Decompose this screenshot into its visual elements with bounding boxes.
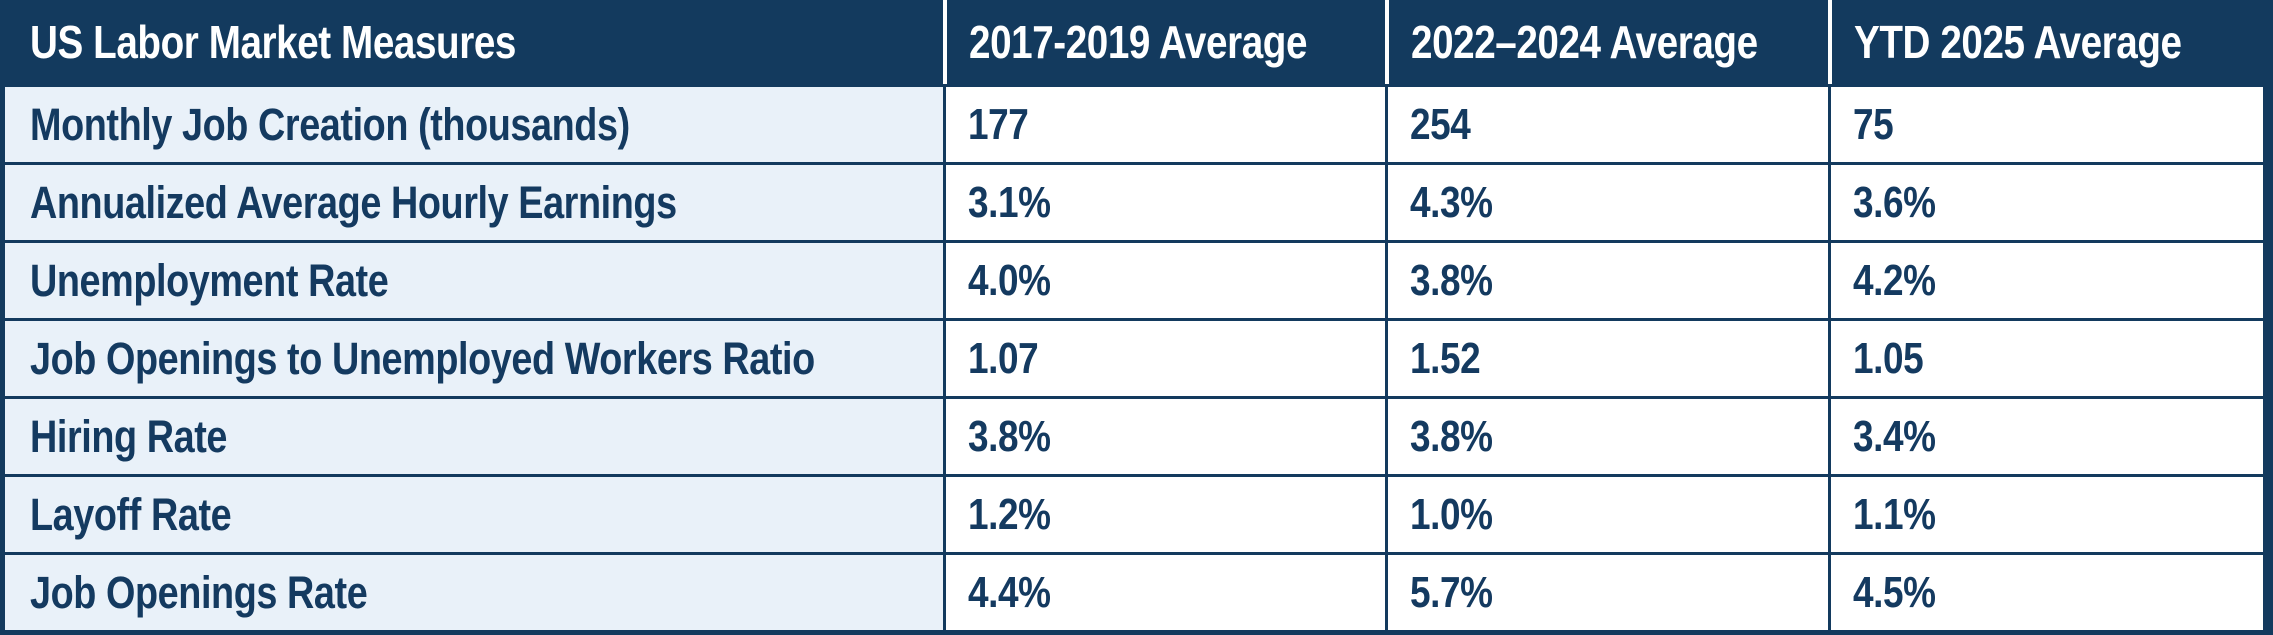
cell-value: 1.2% <box>968 489 1051 539</box>
table-row-layoff-rate: Layoff Rate 1.2% 1.0% 1.1% <box>5 474 2263 552</box>
cell-value: 5.7% <box>1410 567 1493 617</box>
cell-value: 254 <box>1410 99 1471 149</box>
cell-value: 1.07 <box>968 333 1039 383</box>
header-cell-2022-2024: 2022–2024 Average <box>1385 0 1828 84</box>
table-row-job-openings-rate: Job Openings Rate 4.4% 5.7% 4.5% <box>5 552 2263 630</box>
cell-value: 4.2% <box>1853 255 1936 305</box>
cell-value: 1.0% <box>1410 489 1493 539</box>
cell-value: 1.52 <box>1410 333 1481 383</box>
cell-value: 3.8% <box>1410 411 1493 461</box>
cell-value: 3.6% <box>1853 177 1936 227</box>
row-label-cell: Unemployment Rate <box>5 240 943 318</box>
value-cell: 4.0% <box>943 240 1385 318</box>
header-cell-ytd-2025: YTD 2025 Average <box>1828 0 2263 84</box>
cell-value: 4.4% <box>968 567 1051 617</box>
value-cell: 4.3% <box>1385 162 1828 240</box>
row-label-cell: Layoff Rate <box>5 474 943 552</box>
value-cell: 3.6% <box>1828 162 2263 240</box>
value-cell: 1.2% <box>943 474 1385 552</box>
cell-value: 177 <box>968 99 1029 149</box>
value-cell: 1.07 <box>943 318 1385 396</box>
cell-value: 4.5% <box>1853 567 1936 617</box>
value-cell: 4.2% <box>1828 240 2263 318</box>
value-cell: 3.8% <box>1385 240 1828 318</box>
value-cell: 1.0% <box>1385 474 1828 552</box>
value-cell: 3.8% <box>943 396 1385 474</box>
column-header-label: 2017-2019 Average <box>969 16 1308 68</box>
value-cell: 75 <box>1828 84 2263 162</box>
table-row-monthly-job-creation: Monthly Job Creation (thousands) 177 254… <box>5 84 2263 162</box>
cell-value: 75 <box>1853 99 1894 149</box>
value-cell: 1.05 <box>1828 318 2263 396</box>
column-header-label: 2022–2024 Average <box>1411 16 1758 68</box>
value-cell: 1.52 <box>1385 318 1828 396</box>
table-title: US Labor Market Measures <box>30 16 516 68</box>
row-label-cell: Job Openings Rate <box>5 552 943 630</box>
table-header-row: US Labor Market Measures 2017-2019 Avera… <box>5 0 2263 84</box>
value-cell: 3.8% <box>1385 396 1828 474</box>
cell-value: 3.8% <box>968 411 1051 461</box>
value-cell: 254 <box>1385 84 1828 162</box>
value-cell: 5.7% <box>1385 552 1828 630</box>
value-cell: 4.5% <box>1828 552 2263 630</box>
value-cell: 3.1% <box>943 162 1385 240</box>
table-row-hiring-rate: Hiring Rate 3.8% 3.8% 3.4% <box>5 396 2263 474</box>
header-cell-2017-2019: 2017-2019 Average <box>943 0 1385 84</box>
table-row-hourly-earnings: Annualized Average Hourly Earnings 3.1% … <box>5 162 2263 240</box>
cell-value: 3.1% <box>968 177 1051 227</box>
cell-value: 1.05 <box>1853 333 1924 383</box>
cell-value: 1.1% <box>1853 489 1936 539</box>
table-row-job-openings-ratio: Job Openings to Unemployed Workers Ratio… <box>5 318 2263 396</box>
value-cell: 4.4% <box>943 552 1385 630</box>
row-label: Job Openings to Unemployed Workers Ratio <box>30 332 815 384</box>
row-label-cell: Monthly Job Creation (thousands) <box>5 84 943 162</box>
value-cell: 177 <box>943 84 1385 162</box>
cell-value: 3.8% <box>1410 255 1493 305</box>
cell-value: 3.4% <box>1853 411 1936 461</box>
row-label: Layoff Rate <box>30 488 232 540</box>
row-label-cell: Job Openings to Unemployed Workers Ratio <box>5 318 943 396</box>
cell-value: 4.0% <box>968 255 1051 305</box>
row-label-cell: Annualized Average Hourly Earnings <box>5 162 943 240</box>
row-label: Hiring Rate <box>30 410 228 462</box>
value-cell: 3.4% <box>1828 396 2263 474</box>
row-label: Job Openings Rate <box>30 566 368 618</box>
header-cell-title: US Labor Market Measures <box>5 0 943 84</box>
table-row-unemployment-rate: Unemployment Rate 4.0% 3.8% 4.2% <box>5 240 2263 318</box>
row-label: Monthly Job Creation (thousands) <box>30 98 630 150</box>
row-label: Annualized Average Hourly Earnings <box>30 176 677 228</box>
cell-value: 4.3% <box>1410 177 1493 227</box>
column-header-label: YTD 2025 Average <box>1854 16 2182 68</box>
row-label: Unemployment Rate <box>30 254 389 306</box>
value-cell: 1.1% <box>1828 474 2263 552</box>
row-label-cell: Hiring Rate <box>5 396 943 474</box>
